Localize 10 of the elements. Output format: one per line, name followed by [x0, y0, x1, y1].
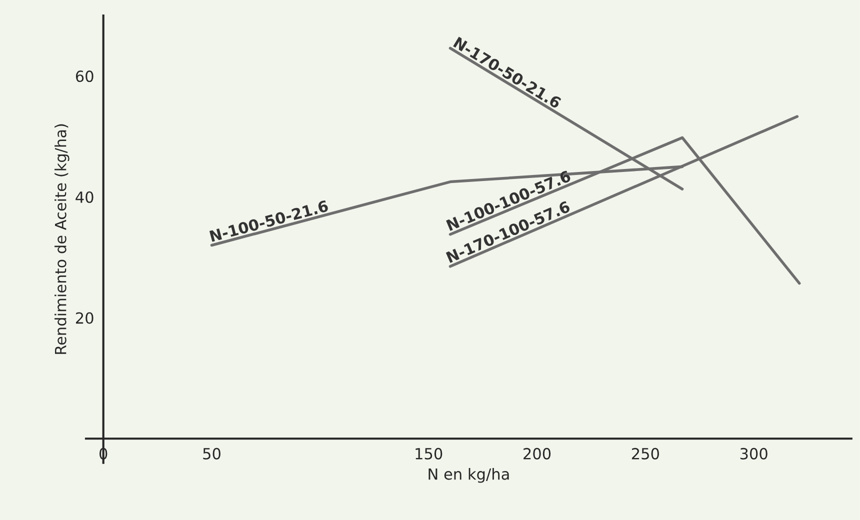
y-axis-title: Rendimiento de Aceite (kg/ha) [54, 124, 70, 354]
y-tick-label: 20 [76, 312, 94, 324]
y-tick-label: 60 [76, 70, 94, 82]
x-tick-label: 200 [524, 448, 551, 460]
x-axis-title: N en kg/ha [428, 468, 509, 483]
x-tick-label: 150 [416, 448, 442, 460]
x-tick-label: 250 [632, 448, 659, 460]
x-tick-label: 300 [740, 448, 768, 460]
y-tick-label: 40 [76, 191, 94, 203]
x-tick-label: 50 [203, 448, 220, 460]
